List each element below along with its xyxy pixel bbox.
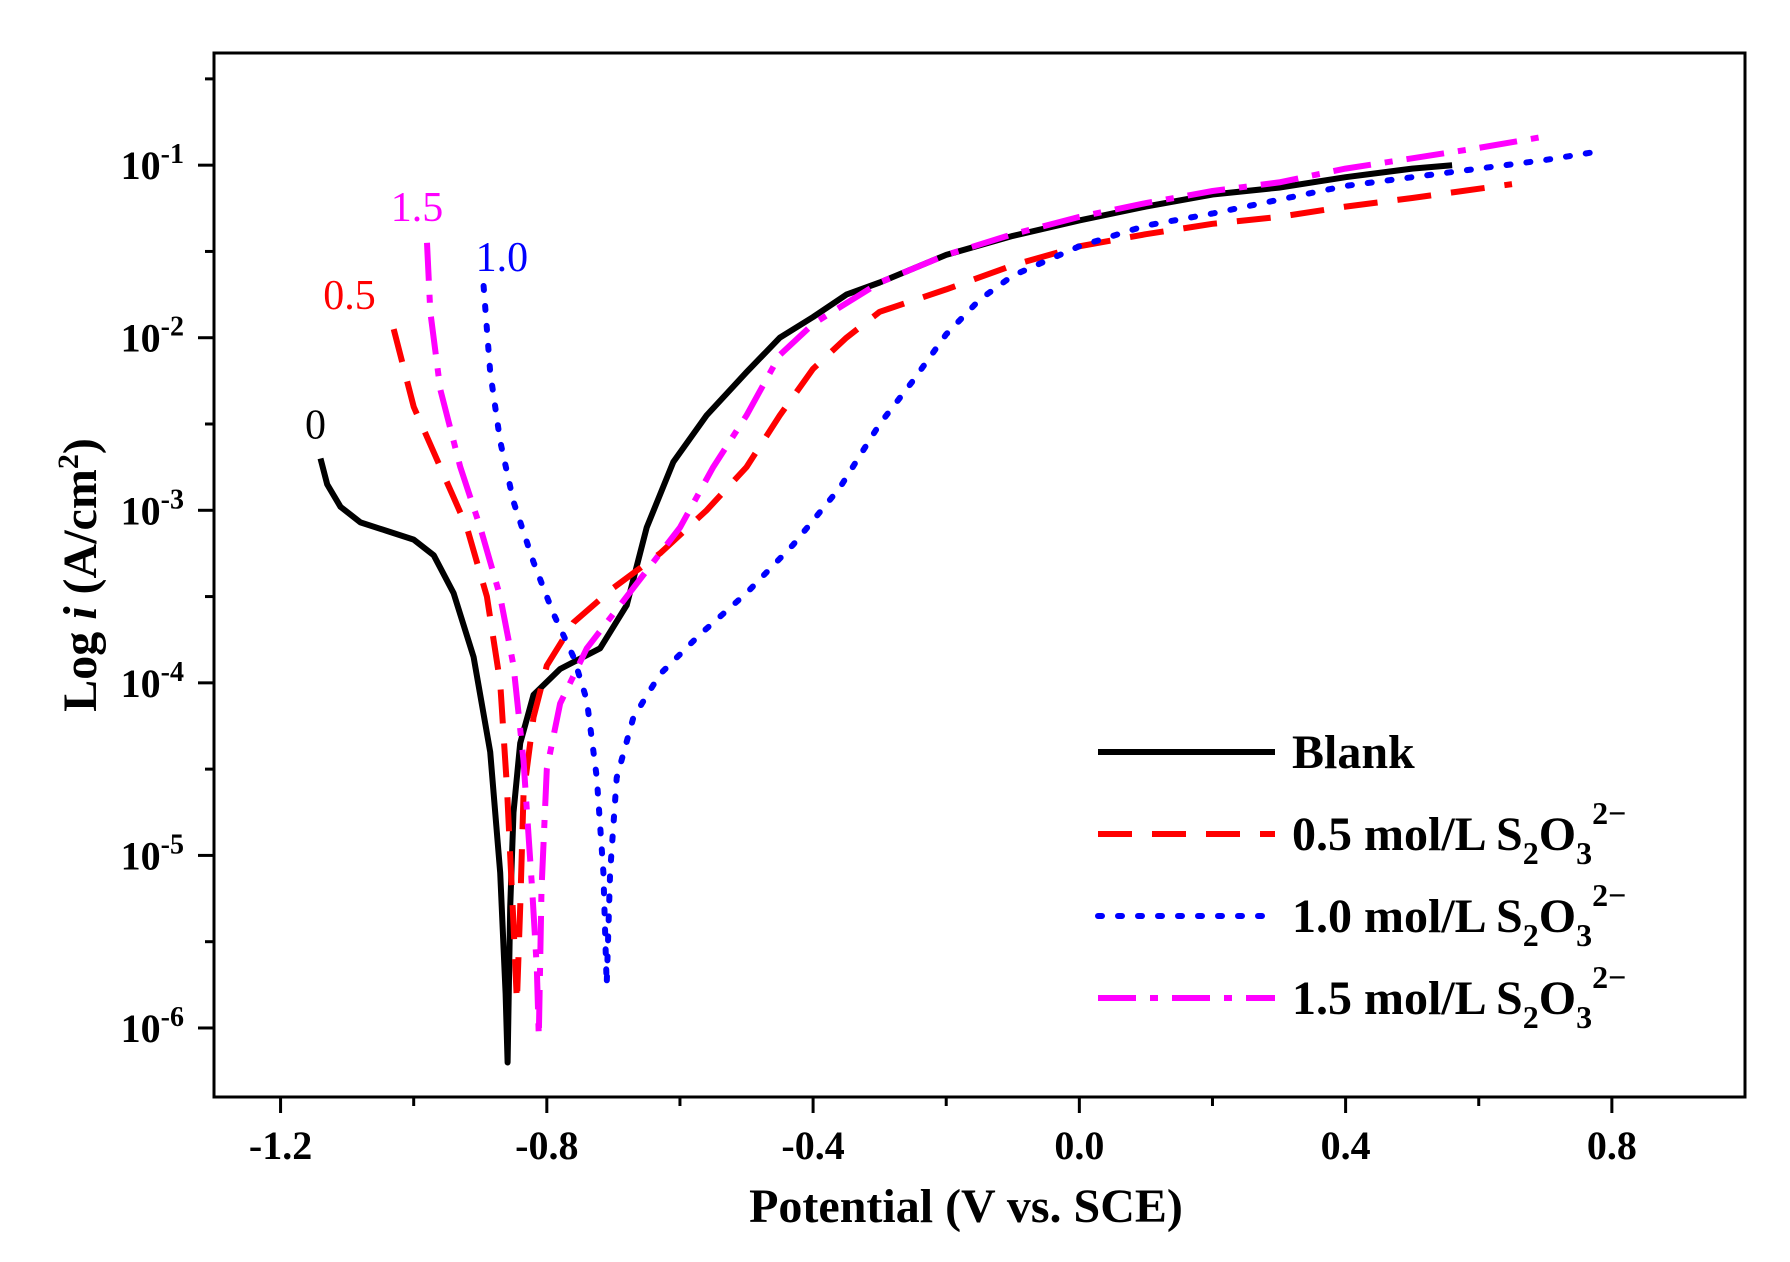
y-tick-label: 10-3 [121, 484, 184, 533]
legend-label: 0.5 mol/L S2O32− [1292, 795, 1626, 871]
curve-label: 0.5 [323, 273, 376, 319]
x-axis-title: Potential (V vs. SCE) [749, 1180, 1183, 1233]
y-tick-label: 10-5 [121, 829, 184, 878]
series-line [480, 148, 1602, 988]
x-tick-label: -0.4 [781, 1123, 844, 1168]
axes: -1.2 -0.8 -0.4 0.0 0.4 0.8 10-1 10-2 10-3 10-4 10-… [121, 77, 1637, 1168]
series-line [424, 134, 1540, 1040]
x-tick-label: -0.8 [515, 1123, 578, 1168]
legend-label: Blank [1292, 726, 1415, 779]
y-tick-label: 10-6 [121, 1002, 184, 1051]
curve-label: 1.5 [391, 185, 444, 231]
series-line [390, 181, 1513, 1006]
x-tick-label: 0.4 [1321, 1123, 1371, 1168]
curve-label: 0 [305, 403, 326, 449]
y-axis-title: Log i (A/cm2) [52, 438, 107, 712]
x-tick-label: 0.0 [1054, 1123, 1104, 1168]
y-tick-label: 10-1 [121, 139, 184, 188]
plot-area [317, 134, 1602, 1066]
legend-label: 1.5 mol/L S2O32− [1292, 959, 1626, 1035]
curve-label: 1.0 [476, 235, 528, 281]
x-tick-label: 0.8 [1587, 1123, 1637, 1168]
x-tick-label: -1.2 [249, 1123, 312, 1168]
plot-frame [212, 51, 1747, 1099]
curve-labels: 0 0.5 1.0 1.5 [305, 185, 528, 449]
legend-label: 1.0 mol/L S2O32− [1292, 877, 1626, 953]
y-tick-label: 10-4 [121, 657, 184, 706]
y-tick-label: 10-2 [121, 312, 184, 361]
legend: Blank 0.5 mol/L S2O32−1.0 mol/L S2O32−1.5… [1095, 726, 1626, 1035]
series-line [317, 162, 1453, 1066]
